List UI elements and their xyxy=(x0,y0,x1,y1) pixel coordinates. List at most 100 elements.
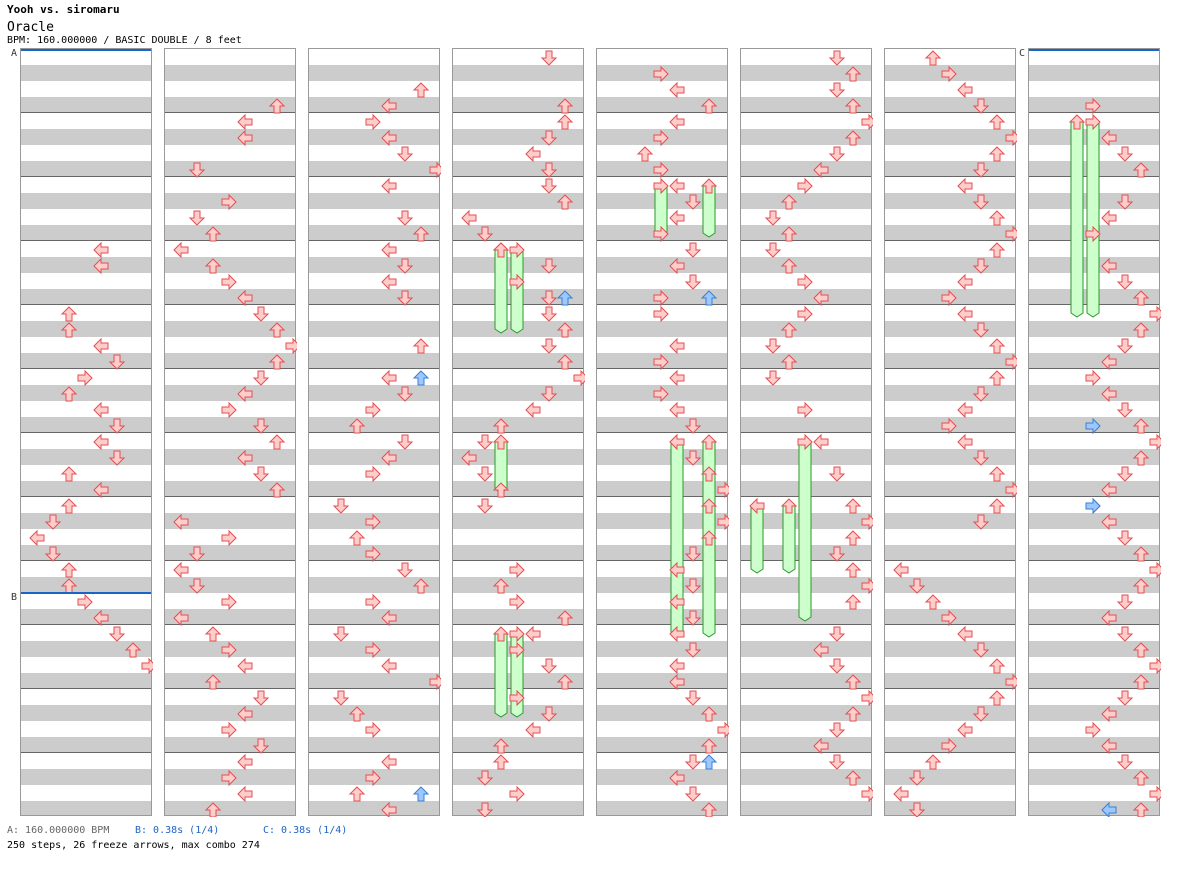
arrow-down-icon xyxy=(908,802,926,817)
arrow-down-icon xyxy=(332,626,350,642)
arrow-left-icon xyxy=(669,113,685,131)
freeze-arrow xyxy=(750,504,764,574)
arrow-down-icon xyxy=(396,146,414,162)
arrow-up-icon xyxy=(556,322,574,338)
arrow-up-icon xyxy=(492,754,510,770)
arrow-up-icon xyxy=(1132,322,1150,338)
arrow-down-icon xyxy=(476,770,494,786)
arrow-left-icon xyxy=(461,449,477,467)
measure-line xyxy=(885,176,1015,177)
arrow-down-icon xyxy=(540,386,558,402)
arrow-up-icon xyxy=(780,498,798,514)
arrow-down-icon xyxy=(972,258,990,274)
arrow-up-icon xyxy=(988,146,1006,162)
measure-line xyxy=(309,112,439,113)
arrow-left-icon xyxy=(93,337,109,355)
arrow-right-icon xyxy=(1085,113,1101,131)
measure-line xyxy=(165,176,295,177)
arrow-down-icon xyxy=(908,770,926,786)
arrow-right-icon xyxy=(1149,433,1161,451)
arrow-left-icon xyxy=(813,161,829,179)
arrow-left-icon xyxy=(29,529,45,547)
arrow-left-icon xyxy=(173,241,189,259)
arrow-up-icon xyxy=(700,754,718,770)
arrow-down-icon xyxy=(684,610,702,626)
arrow-left-icon xyxy=(1101,481,1117,499)
arrow-right-icon xyxy=(1149,561,1161,579)
measure-line xyxy=(165,496,295,497)
arrow-left-icon xyxy=(381,609,397,627)
arrow-down-icon xyxy=(828,50,846,66)
arrow-down-icon xyxy=(476,802,494,817)
measure-line xyxy=(597,560,727,561)
freeze-arrow xyxy=(1086,120,1100,318)
arrow-down-icon xyxy=(188,210,206,226)
arrow-down-icon xyxy=(684,242,702,258)
arrow-up-icon xyxy=(556,674,574,690)
measure-line xyxy=(21,176,151,177)
arrow-right-icon xyxy=(365,721,381,739)
measure-line xyxy=(165,240,295,241)
arrow-left-icon xyxy=(669,593,685,611)
arrow-right-icon xyxy=(941,417,957,435)
measure-line xyxy=(309,368,439,369)
arrow-right-icon xyxy=(941,609,957,627)
arrow-right-icon xyxy=(509,625,525,643)
arrow-down-icon xyxy=(252,418,270,434)
chart-column xyxy=(596,48,729,817)
chart-title: Yooh vs. siromaru xyxy=(7,3,120,16)
arrow-right-icon xyxy=(797,177,813,195)
arrow-left-icon xyxy=(381,449,397,467)
measure-line xyxy=(21,752,151,753)
arrow-up-icon xyxy=(988,498,1006,514)
arrow-down-icon xyxy=(396,290,414,306)
freeze-arrow xyxy=(494,248,508,334)
arrow-down-icon xyxy=(396,210,414,226)
chart-column xyxy=(740,48,873,816)
arrow-up-icon xyxy=(492,578,510,594)
measure-line xyxy=(309,176,439,177)
arrow-up-icon xyxy=(556,354,574,370)
arrow-left-icon xyxy=(381,369,397,387)
arrow-right-icon xyxy=(1085,721,1101,739)
arrow-right-icon xyxy=(797,305,813,323)
arrow-down-icon xyxy=(540,178,558,194)
arrow-up-icon xyxy=(60,306,78,322)
arrow-right-icon xyxy=(653,177,669,195)
arrow-up-icon xyxy=(556,194,574,210)
arrow-up-icon xyxy=(556,114,574,130)
arrow-right-icon xyxy=(429,161,441,179)
arrow-left-icon xyxy=(381,273,397,291)
arrow-right-icon xyxy=(1085,369,1101,387)
arrow-up-icon xyxy=(348,786,366,802)
arrow-up-icon xyxy=(700,434,718,450)
arrow-right-icon xyxy=(573,369,585,387)
arrow-up-icon xyxy=(700,802,718,817)
arrow-down-icon xyxy=(828,146,846,162)
measure-line xyxy=(453,752,583,753)
arrow-down-icon xyxy=(684,578,702,594)
measure-line xyxy=(597,688,727,689)
measure-line xyxy=(165,752,295,753)
measure-line xyxy=(1029,752,1159,753)
arrow-down-icon xyxy=(1116,530,1134,546)
arrow-down-icon xyxy=(108,418,126,434)
arrow-left-icon xyxy=(1101,609,1117,627)
arrow-left-icon xyxy=(893,561,909,579)
arrow-down-icon xyxy=(684,546,702,562)
section-marker-c: C xyxy=(1019,48,1026,59)
arrow-left-icon xyxy=(237,113,253,131)
measure-line xyxy=(885,496,1015,497)
arrow-left-icon xyxy=(957,81,973,99)
arrow-right-icon xyxy=(509,241,525,259)
measure-line xyxy=(165,368,295,369)
arrow-left-icon xyxy=(669,673,685,691)
arrow-left-icon xyxy=(813,737,829,755)
arrow-right-icon xyxy=(1149,657,1161,675)
column-notes xyxy=(29,241,153,675)
arrow-up-icon xyxy=(1132,546,1150,562)
arrow-right-icon xyxy=(797,433,813,451)
arrow-down-icon xyxy=(972,194,990,210)
arrow-down-icon xyxy=(396,386,414,402)
arrow-down-icon xyxy=(684,754,702,770)
